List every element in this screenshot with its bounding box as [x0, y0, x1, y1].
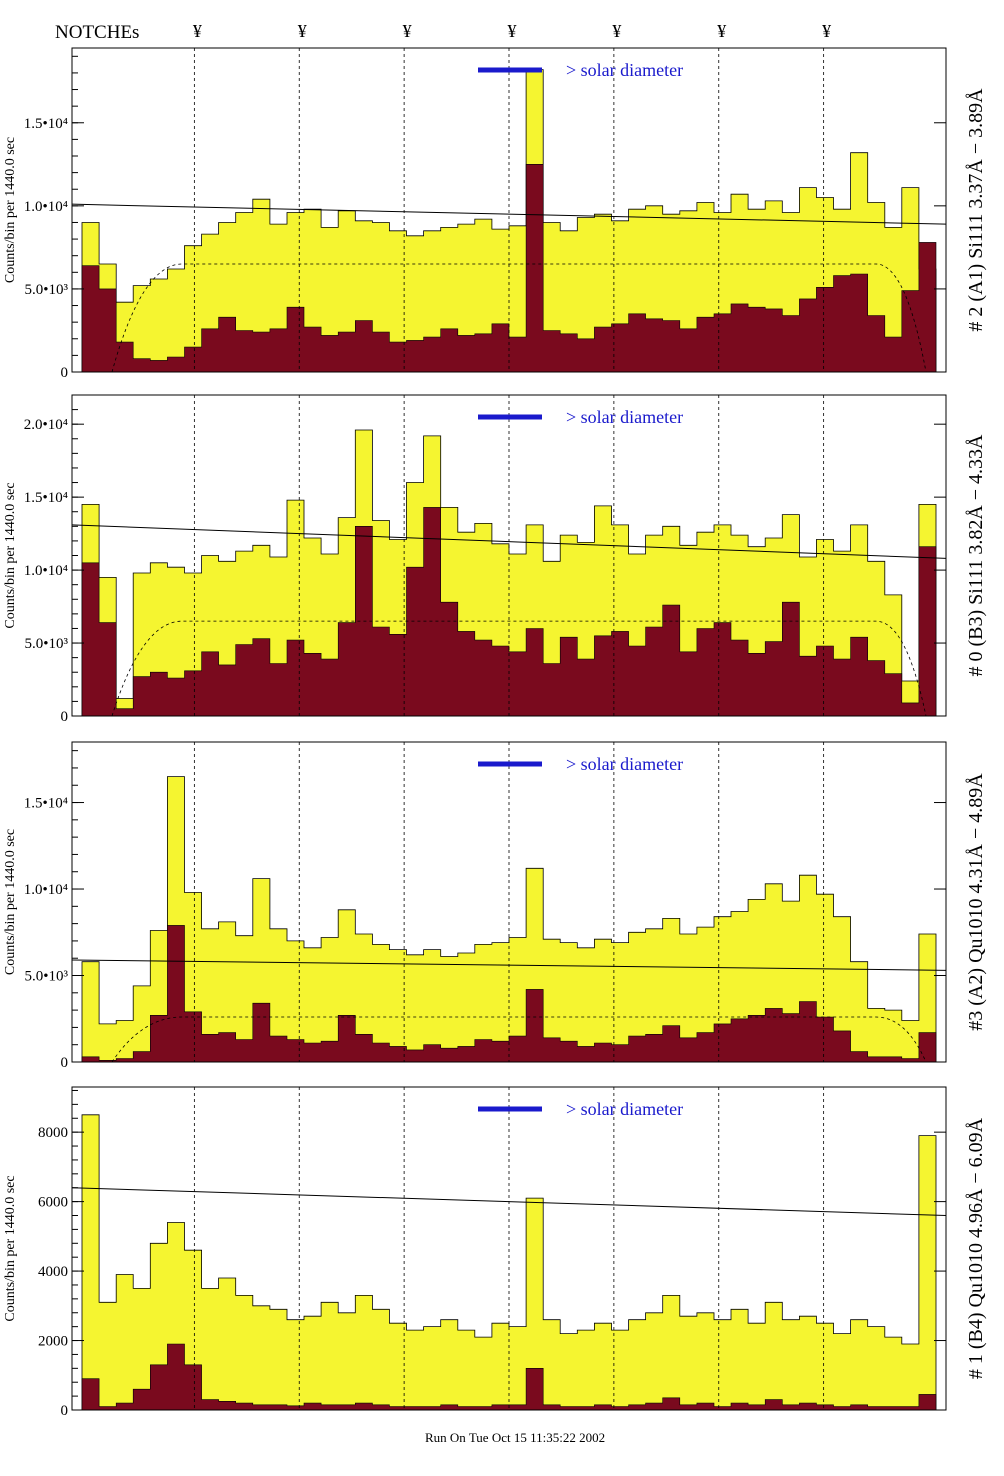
notch-symbol: ¥ — [508, 21, 517, 41]
panel-3: 0 2000 4000 6000 8000 Counts/bin per 1440.0 s… — [3, 1086, 987, 1419]
y-axis-label: Counts/bin per 1440.0 sec — [3, 829, 18, 975]
series-sub-area — [81, 1343, 937, 1411]
plot-frame — [71, 741, 947, 1063]
notch-symbol: ¥ — [717, 21, 726, 41]
solar-diameter-annotation: > solar diameter — [566, 754, 683, 774]
panel-label: # 2 (A1) Si111 3.37Å − 3.89Å — [965, 88, 987, 332]
panel-label: # 0 (B3) Si111 3.82Å − 4.33Å — [965, 434, 987, 677]
panel-2: 0 5.0•10³ 1.0•10⁴ 1.5•10⁴ Counts/bin per 144… — [3, 741, 987, 1071]
solar-diameter-annotation: > solar diameter — [566, 60, 683, 80]
panel-label: # 1 (B4) Qu1010 4.96Å − 6.09Å — [965, 1117, 987, 1379]
y-tick-label: 1.0•10⁴ — [24, 882, 68, 898]
y-axis-label: Counts/bin per 1440.0 sec — [3, 137, 18, 283]
dashed-curve — [111, 620, 927, 717]
y-tick-label: 5.0•10³ — [25, 969, 69, 985]
solar-diameter-annotation: > solar diameter — [566, 407, 683, 427]
reference-line — [71, 203, 947, 225]
y-tick-label: 0 — [61, 1055, 69, 1071]
run-stamp: Run On Tue Oct 15 11:35:22 2002 — [425, 1430, 605, 1445]
y-tick-label: 5.0•10³ — [25, 636, 69, 652]
series-sub-area — [81, 507, 937, 717]
notch-symbol: ¥ — [612, 21, 621, 41]
panel-1: 0 5.0•10³ 1.0•10⁴ 1.5•10⁴ 2.0•10⁴ Counts/bin … — [3, 394, 987, 725]
panels: 0 5.0•10³ 1.0•10⁴ 1.5•10⁴ Counts/bin per 144… — [3, 47, 987, 1419]
dashed-curve — [111, 1016, 927, 1063]
y-tick-label: 1.0•10⁴ — [24, 563, 68, 579]
series-total-area — [81, 69, 937, 373]
y-tick-label: 1.5•10⁴ — [24, 490, 68, 506]
y-axis-label: Counts/bin per 1440.0 sec — [3, 482, 18, 628]
y-tick-label: 4000 — [38, 1264, 68, 1280]
notch-markers: ¥ ¥ ¥ ¥ ¥ ¥ ¥ — [193, 21, 831, 41]
panel-0: 0 5.0•10³ 1.0•10⁴ 1.5•10⁴ Counts/bin per 144… — [3, 47, 987, 381]
plot-frame — [71, 47, 947, 373]
y-tick-label: 6000 — [38, 1195, 68, 1211]
y-tick-label: 1.5•10⁴ — [24, 116, 68, 132]
plot-frame — [71, 1086, 947, 1411]
y-tick-label: 2.0•10⁴ — [24, 417, 68, 433]
y-axis-label: Counts/bin per 1440.0 sec — [3, 1175, 18, 1321]
notch-symbol: ¥ — [822, 21, 831, 41]
notch-symbol: ¥ — [193, 21, 202, 41]
notches-label: NOTCHEs — [55, 22, 139, 43]
panel-label: #3 (A2) Qu1010 4.31Å − 4.89Å — [965, 773, 987, 1031]
y-tick-label: 0 — [61, 1403, 69, 1419]
notch-symbol: ¥ — [403, 21, 412, 41]
notches-header: NOTCHEs ¥ ¥ ¥ ¥ ¥ ¥ ¥ — [55, 21, 831, 43]
y-tick-label: 2000 — [38, 1334, 68, 1350]
solar-diameter-annotation: > solar diameter — [566, 1099, 683, 1119]
y-tick-label: 8000 — [38, 1125, 68, 1141]
y-tick-label: 0 — [61, 365, 69, 381]
notch-symbol: ¥ — [298, 21, 307, 41]
y-tick-label: 1.0•10⁴ — [24, 199, 68, 215]
y-tick-label: 0 — [61, 709, 69, 725]
series-total-area — [81, 776, 937, 1063]
y-tick-label: 1.5•10⁴ — [24, 796, 68, 812]
series-total-area — [81, 1114, 937, 1411]
y-tick-label: 5.0•10³ — [25, 282, 69, 298]
